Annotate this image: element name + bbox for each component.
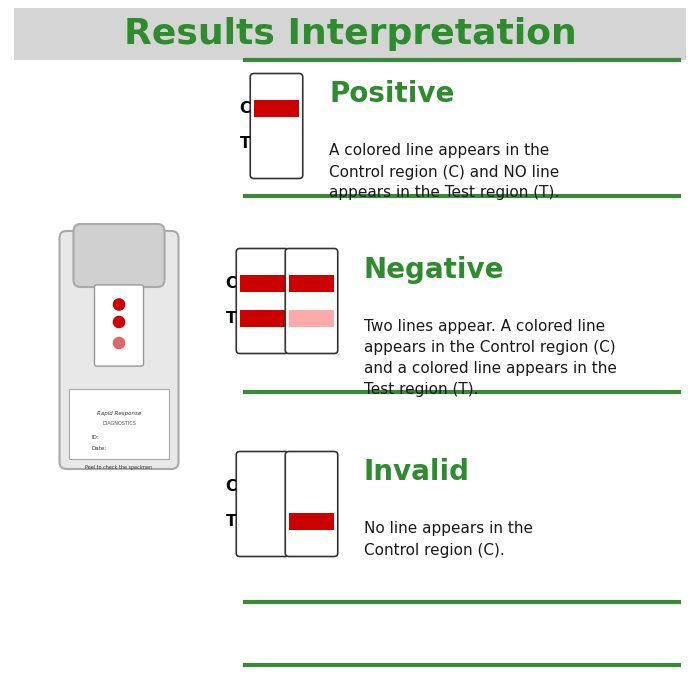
FancyBboxPatch shape xyxy=(69,389,169,459)
Bar xyxy=(239,275,286,292)
FancyBboxPatch shape xyxy=(60,231,178,469)
Text: DIAGNOSTICS: DIAGNOSTICS xyxy=(102,421,136,426)
Text: C: C xyxy=(225,276,237,291)
Text: C: C xyxy=(239,101,251,116)
FancyBboxPatch shape xyxy=(237,248,288,354)
Circle shape xyxy=(113,299,125,310)
Bar xyxy=(288,513,335,530)
Text: Two lines appear. A colored line
appears in the Control region (C)
and a colored: Two lines appear. A colored line appears… xyxy=(364,318,617,396)
Text: Rapid Response: Rapid Response xyxy=(97,410,141,416)
Text: Results Interpretation: Results Interpretation xyxy=(124,17,576,50)
FancyBboxPatch shape xyxy=(94,285,144,366)
Text: Invalid: Invalid xyxy=(364,458,470,486)
Bar xyxy=(239,310,286,327)
FancyBboxPatch shape xyxy=(74,224,164,287)
FancyBboxPatch shape xyxy=(237,452,288,556)
Text: Negative: Negative xyxy=(364,256,505,284)
Circle shape xyxy=(113,337,125,349)
Text: Positive: Positive xyxy=(329,80,454,108)
Bar xyxy=(288,275,335,292)
Text: No line appears in the
Control region (C).: No line appears in the Control region (C… xyxy=(364,522,533,557)
FancyBboxPatch shape xyxy=(286,452,337,556)
Text: Peel to check the specimen: Peel to check the specimen xyxy=(85,465,153,470)
Text: T: T xyxy=(225,514,237,529)
Text: ID:: ID: xyxy=(91,435,99,440)
Text: A colored line appears in the
Control region (C) and NO line
appears in the Test: A colored line appears in the Control re… xyxy=(329,144,559,200)
Text: T: T xyxy=(225,311,237,326)
FancyBboxPatch shape xyxy=(14,8,686,60)
FancyBboxPatch shape xyxy=(251,74,303,178)
Text: T: T xyxy=(239,136,251,151)
Circle shape xyxy=(113,316,125,328)
Bar xyxy=(254,100,300,117)
FancyBboxPatch shape xyxy=(286,248,337,354)
Text: Date:: Date: xyxy=(91,445,106,451)
Text: C: C xyxy=(225,479,237,494)
Bar xyxy=(288,310,335,327)
